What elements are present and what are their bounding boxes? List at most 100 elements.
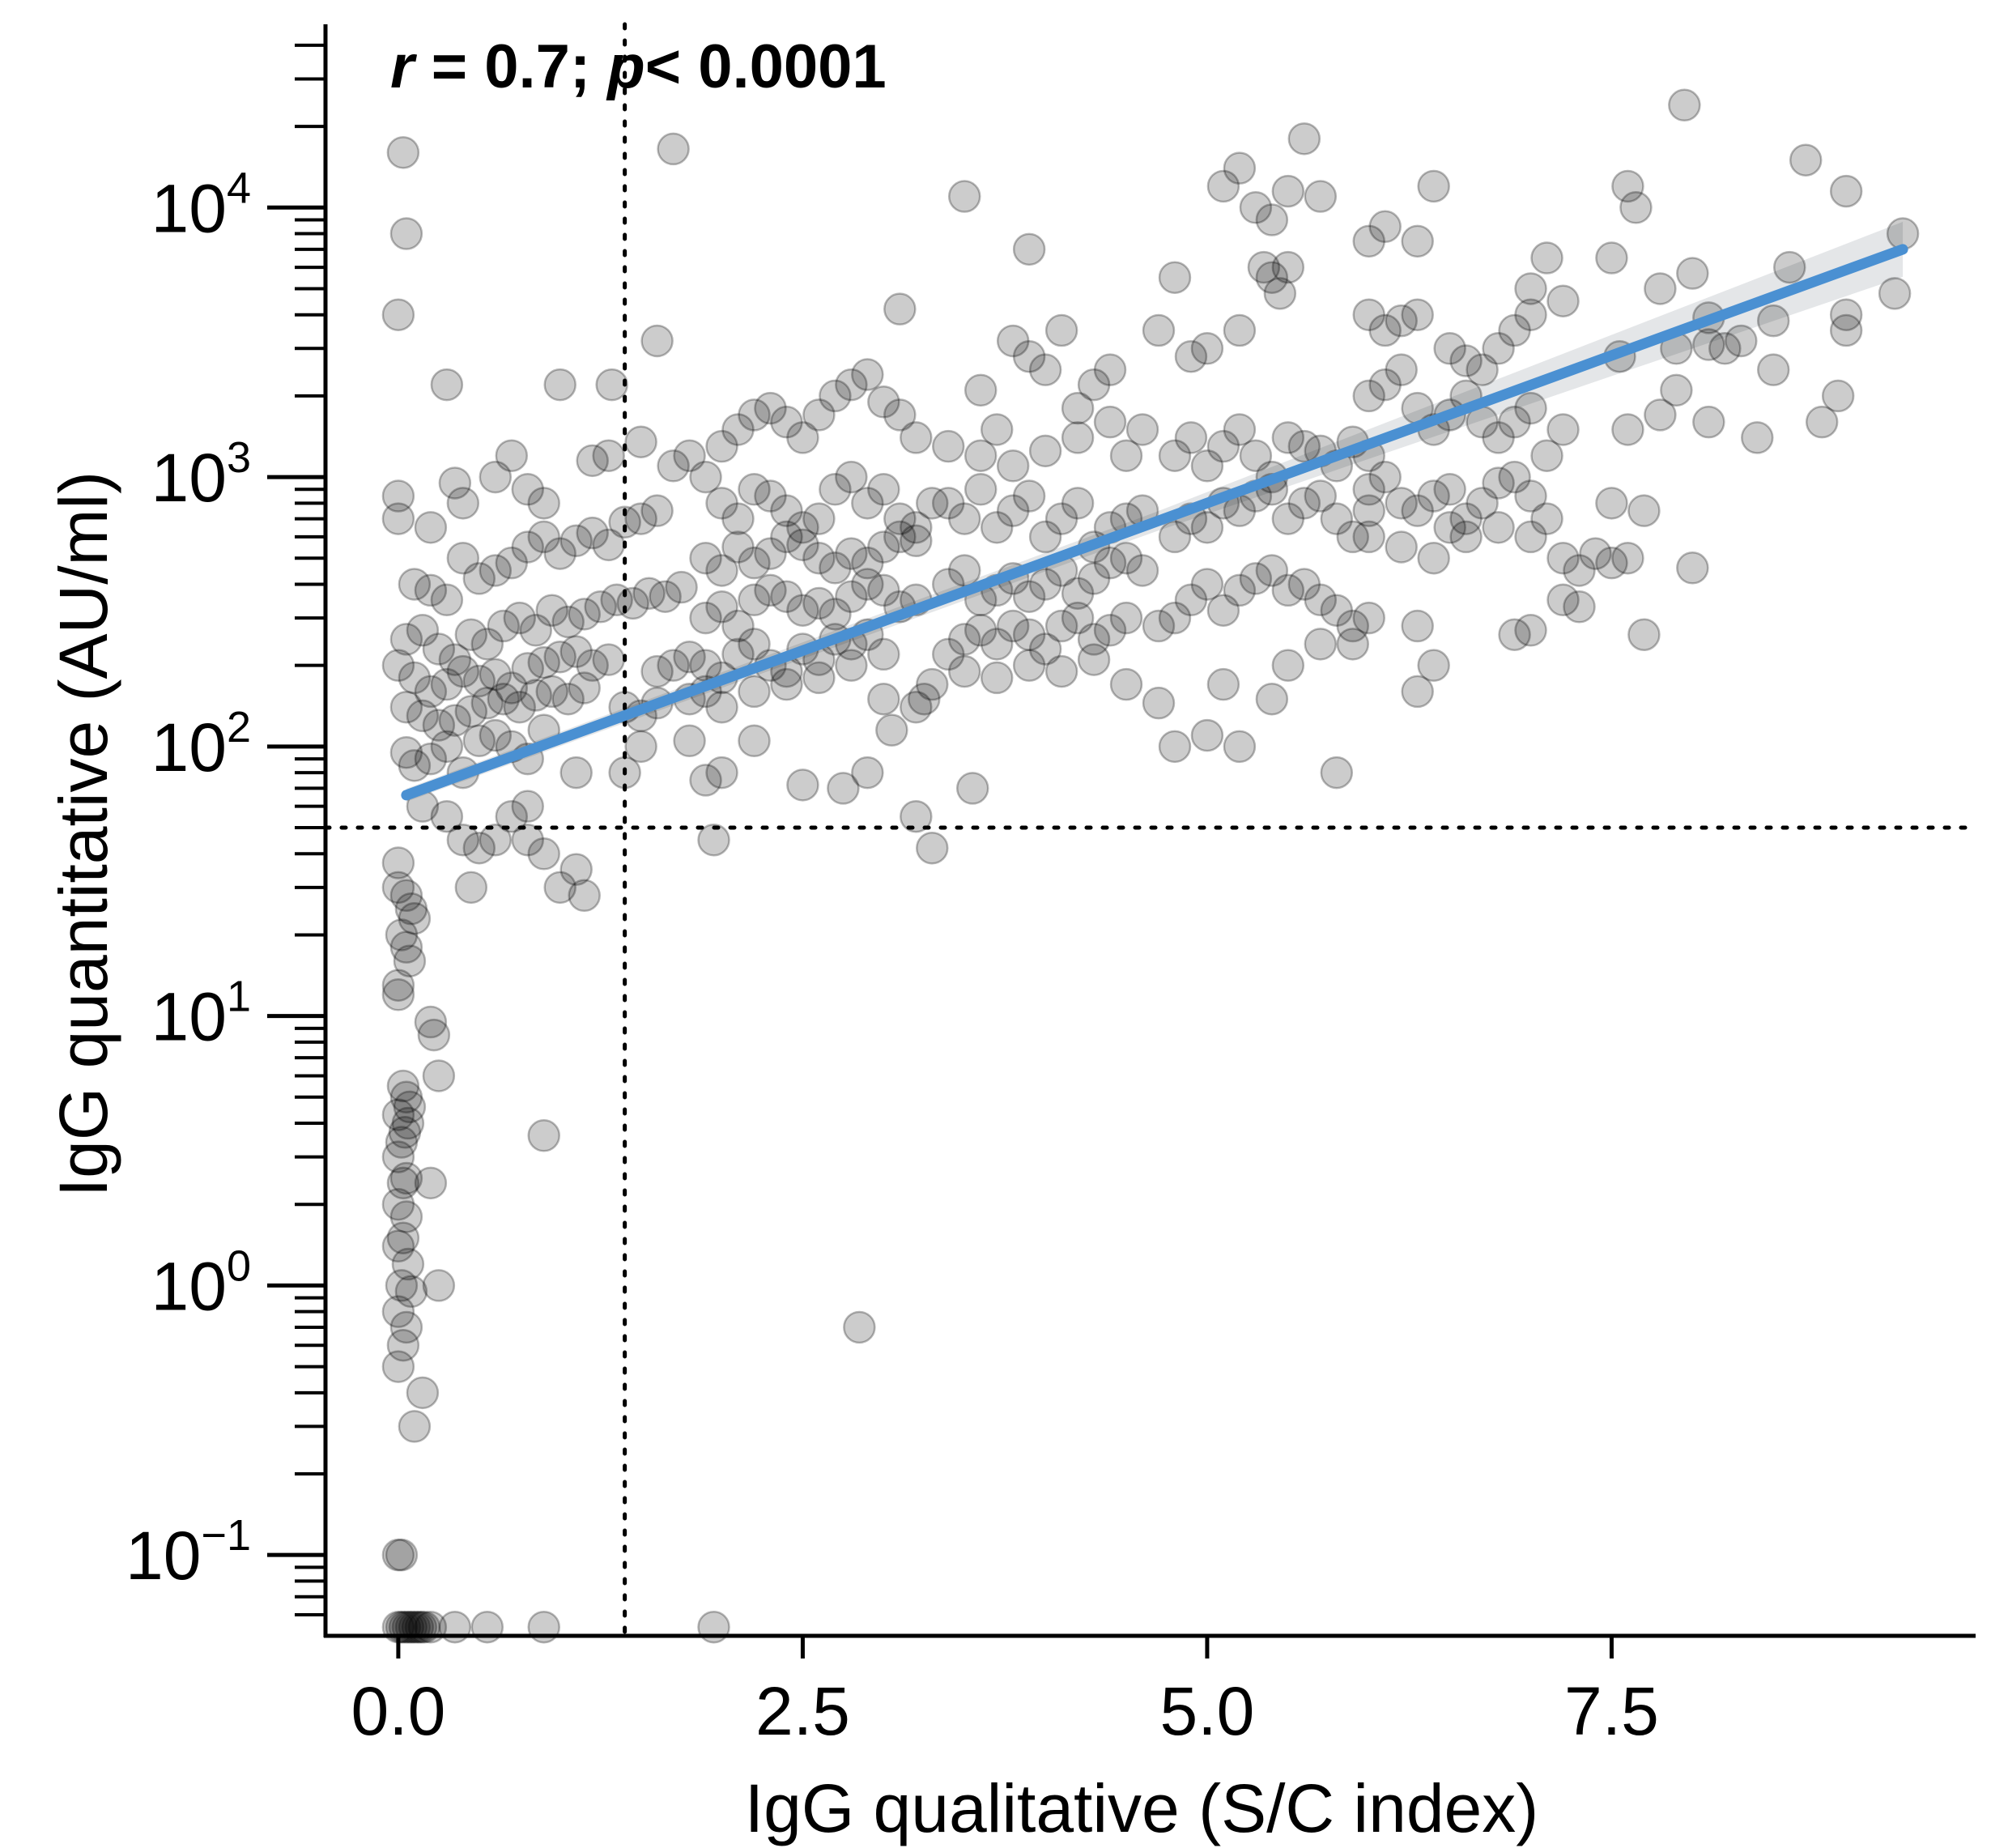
- data-point: [394, 892, 428, 926]
- data-point: [1514, 520, 1547, 554]
- data-point: [391, 1247, 425, 1281]
- data-point: [1546, 583, 1580, 617]
- x-tick-label: 2.5: [755, 1673, 850, 1749]
- data-point: [386, 136, 420, 169]
- data-point: [381, 1350, 415, 1383]
- data-point: [931, 637, 965, 671]
- data-point: [819, 598, 852, 631]
- data-point: [389, 217, 423, 250]
- data-point: [640, 324, 674, 358]
- data-point: [1595, 546, 1628, 580]
- data-point: [385, 1269, 419, 1302]
- data-point: [389, 1200, 423, 1233]
- data-point: [1044, 654, 1078, 688]
- data-point: [1692, 328, 1725, 361]
- data-point: [1514, 614, 1547, 647]
- data-point: [1044, 609, 1078, 643]
- data-point: [947, 654, 981, 688]
- data-point: [398, 901, 432, 935]
- data-point: [1190, 568, 1224, 601]
- axes: [323, 24, 1976, 1638]
- data-point: [511, 652, 545, 685]
- data-point: [1401, 298, 1434, 331]
- data-point: [1255, 554, 1289, 587]
- data-point: [1352, 473, 1385, 506]
- data-point: [568, 879, 601, 913]
- data-point: [381, 1140, 415, 1173]
- data-point: [511, 473, 545, 506]
- data-point: [1028, 520, 1062, 554]
- data-point: [1417, 479, 1450, 513]
- data-point: [673, 439, 706, 472]
- data-point: [1668, 88, 1701, 122]
- data-point: [1514, 479, 1547, 513]
- data-point: [454, 618, 488, 651]
- data-point: [381, 1538, 415, 1572]
- data-point: [1061, 421, 1095, 454]
- data-point: [1012, 649, 1046, 682]
- data-point: [1644, 398, 1677, 432]
- data-point: [1546, 284, 1580, 317]
- data-point: [1247, 250, 1281, 284]
- data-point: [1028, 434, 1062, 468]
- data-point: [551, 682, 585, 716]
- data-point: [422, 1269, 456, 1302]
- data-point: [398, 749, 432, 782]
- data-point: [1336, 520, 1370, 554]
- data-point: [947, 502, 981, 535]
- data-point: [398, 661, 432, 695]
- data-point: [1077, 368, 1111, 402]
- data-point: [495, 799, 529, 833]
- data-point: [1255, 203, 1289, 236]
- data-point: [470, 686, 504, 720]
- data-point: [446, 654, 480, 688]
- data-point: [1093, 405, 1127, 439]
- fit-line: [401, 244, 1908, 801]
- data-point: [786, 769, 819, 802]
- data-point: [1109, 601, 1143, 635]
- data-point: [1287, 568, 1321, 601]
- data-point: [1498, 460, 1531, 494]
- data-point: [867, 682, 900, 716]
- data-point: [1829, 174, 1863, 208]
- data-point: [964, 439, 998, 472]
- data-point: [1772, 250, 1806, 284]
- data-point: [786, 421, 819, 454]
- data-point: [786, 594, 819, 627]
- data-point: [1109, 439, 1143, 472]
- y-tick-labels: 10−1 100 101 102 103 104: [126, 164, 251, 1594]
- data-point: [393, 1090, 427, 1124]
- data-point: [576, 649, 609, 682]
- data-point: [640, 494, 674, 527]
- data-point: [770, 580, 803, 613]
- data-point: [1449, 502, 1483, 535]
- data-point: [1206, 594, 1240, 627]
- data-point: [1125, 413, 1159, 446]
- data-point: [1271, 174, 1305, 208]
- data-point: [462, 664, 496, 698]
- data-point: [1336, 609, 1370, 643]
- data-point: [996, 449, 1030, 483]
- data-point: [389, 690, 423, 724]
- data-point: [446, 823, 480, 857]
- data-point: [697, 1610, 730, 1644]
- data-point: [721, 609, 755, 643]
- data-point: [430, 583, 464, 617]
- data-point: [1109, 541, 1143, 575]
- data-point: [1093, 614, 1127, 647]
- data-point: [867, 473, 900, 506]
- data-point: [430, 799, 464, 833]
- data-point: [1287, 122, 1321, 155]
- data-point: [385, 1538, 419, 1572]
- data-point: [770, 667, 803, 701]
- data-point: [511, 823, 545, 857]
- data-point: [470, 628, 504, 661]
- data-point: [1546, 413, 1580, 446]
- data-point: [1417, 541, 1450, 575]
- data-point: [454, 695, 488, 728]
- data-point: [414, 1005, 448, 1039]
- data-point: [916, 831, 949, 865]
- data-point: [1611, 413, 1644, 446]
- data-point: [835, 580, 868, 613]
